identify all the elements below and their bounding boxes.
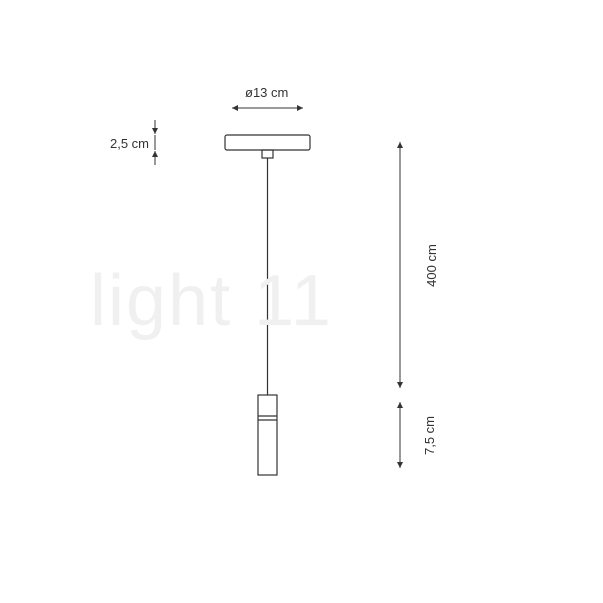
technical-drawing-svg bbox=[0, 0, 603, 603]
pendant-shape bbox=[258, 395, 277, 475]
label-pendant-height: 7,5 cm bbox=[422, 416, 437, 455]
label-cable-length: 400 cm bbox=[424, 244, 439, 287]
diagram-container: light 11 ø13 cm 2,5 cm 400 cm 7,5 cm bbox=[0, 0, 603, 603]
canopy-shape bbox=[225, 135, 310, 158]
label-canopy-height: 2,5 cm bbox=[110, 136, 149, 151]
label-canopy-diameter: ø13 cm bbox=[245, 85, 288, 100]
